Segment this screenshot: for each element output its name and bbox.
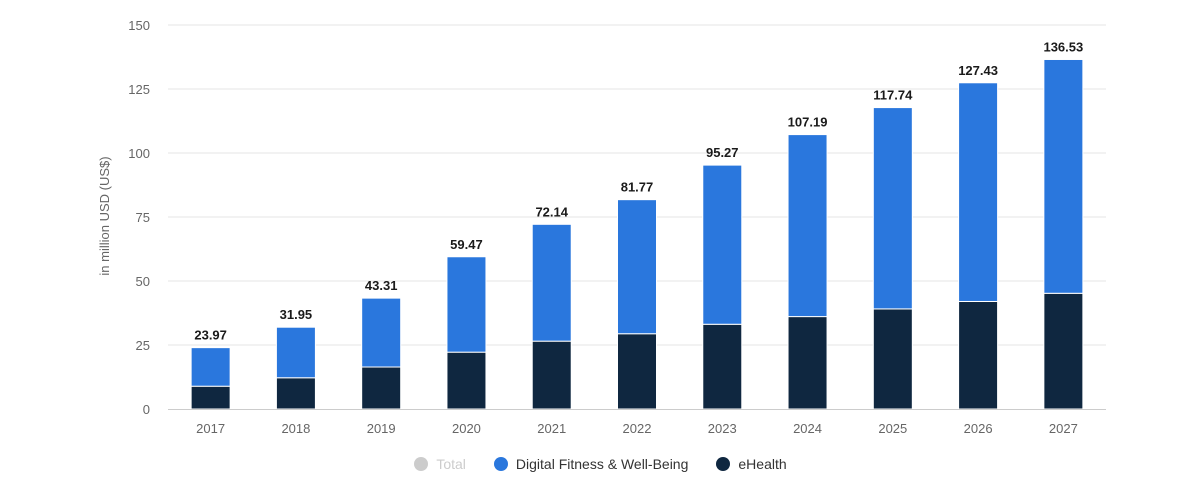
bar-digital-fitness-2021[interactable] (531, 223, 572, 342)
bar-ehealth-2021[interactable] (531, 340, 572, 410)
legend-dot-total (414, 457, 429, 471)
total-label-2021: 72.14 (535, 204, 568, 219)
bar-ehealth-2023[interactable] (702, 323, 743, 410)
bar-digital-fitness-2018[interactable] (275, 326, 316, 379)
total-label-2023: 95.27 (706, 145, 739, 160)
x-tick-label-2021: 2021 (537, 421, 566, 436)
bars (190, 58, 1084, 410)
total-label-2022: 81.77 (621, 180, 654, 195)
bar-ehealth-2025[interactable] (872, 308, 913, 410)
x-tick-label-2019: 2019 (367, 421, 396, 436)
x-tick-label-2027: 2027 (1049, 421, 1078, 436)
x-tick-label-2026: 2026 (964, 421, 993, 436)
x-tick-label-2017: 2017 (196, 421, 225, 436)
bar-digital-fitness-2024[interactable] (787, 134, 828, 318)
y-tick-label-100: 100 (128, 146, 150, 161)
total-label-2020: 59.47 (450, 237, 483, 252)
bar-ehealth-2027[interactable] (1043, 292, 1084, 410)
total-label-2025: 117.74 (873, 88, 913, 103)
legend-item-digital-fitness[interactable]: Digital Fitness & Well-Being (493, 456, 689, 472)
x-tick-label-2022: 2022 (623, 421, 652, 436)
bar-ehealth-2017[interactable] (190, 385, 231, 410)
data-labels: 23.97 31.95 43.31 59.47 72.14 81.77 95.27 107.1… (194, 39, 1083, 342)
bar-digital-fitness-2020[interactable] (446, 256, 487, 353)
legend: Total Digital Fitness & Well-Being eHeal… (0, 456, 1201, 472)
legend-item-ehealth[interactable]: eHealth (716, 456, 787, 472)
y-tick-label-125: 125 (128, 82, 150, 97)
total-label-2027: 136.53 (1043, 39, 1083, 54)
bar-ehealth-2024[interactable] (787, 316, 828, 410)
bar-digital-fitness-2026[interactable] (958, 82, 999, 302)
bar-ehealth-2019[interactable] (361, 366, 402, 410)
bar-ehealth-2020[interactable] (446, 351, 487, 410)
x-tick-label-2018: 2018 (281, 421, 310, 436)
legend-dot-digital-fitness (493, 457, 508, 471)
legend-item-total[interactable]: Total (414, 456, 466, 472)
y-tick-label-75: 75 (136, 210, 150, 225)
x-tick-label-2025: 2025 (878, 421, 907, 436)
y-axis-title: in million USD (US$) (97, 156, 112, 275)
legend-label-digital-fitness: Digital Fitness & Well-Being (515, 456, 689, 472)
y-tick-label-50: 50 (136, 274, 150, 289)
bar-ehealth-2018[interactable] (275, 377, 316, 410)
legend-label-ehealth: eHealth (738, 456, 787, 472)
x-tick-label-2023: 2023 (708, 421, 737, 436)
bar-digital-fitness-2027[interactable] (1043, 58, 1084, 294)
x-tick-label-2020: 2020 (452, 421, 481, 436)
y-tick-label-150: 150 (128, 18, 150, 33)
bar-digital-fitness-2022[interactable] (617, 199, 657, 335)
y-tick-label-0: 0 (143, 402, 150, 417)
bar-digital-fitness-2025[interactable] (872, 107, 913, 310)
bar-ehealth-2026[interactable] (958, 300, 999, 410)
bar-digital-fitness-2023[interactable] (702, 164, 743, 325)
total-label-2024: 107.19 (788, 115, 828, 130)
legend-dot-ehealth (716, 457, 731, 471)
bar-ehealth-2022[interactable] (617, 333, 657, 410)
y-tick-label-25: 25 (136, 338, 150, 353)
total-label-2018: 31.95 (280, 307, 313, 322)
axes: 0 25 50 75 100 125 150 2017 2018 2019 2020 2021 2022… (128, 18, 1106, 436)
total-label-2019: 43.31 (365, 278, 398, 293)
bar-digital-fitness-2019[interactable] (361, 297, 402, 368)
x-tick-label-2024: 2024 (793, 421, 822, 436)
bar-digital-fitness-2017[interactable] (190, 347, 231, 387)
total-label-2026: 127.43 (958, 63, 998, 78)
legend-label-total: Total (436, 456, 466, 472)
total-label-2017: 23.97 (194, 328, 227, 343)
